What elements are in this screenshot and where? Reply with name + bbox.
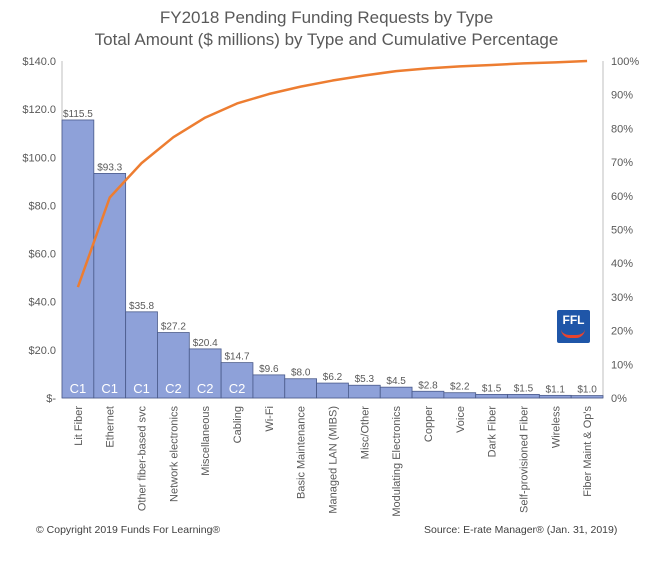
- y2-tick-label: 40%: [611, 258, 633, 270]
- bar-value-label: $14.7: [225, 352, 250, 363]
- bar: [443, 392, 477, 399]
- cumulative-percentage-line: [76, 59, 588, 288]
- bar: [125, 311, 158, 399]
- logo-text: FFL: [562, 313, 585, 327]
- logo-arrow-icon: [561, 329, 585, 338]
- bar: [348, 384, 381, 399]
- bar-tag-label: C1: [133, 381, 150, 396]
- x-tick-label: Other fiber-based svc: [137, 406, 149, 512]
- bar-value-label: $20.4: [193, 338, 218, 349]
- y-tick-label: $140.0: [22, 56, 56, 68]
- y-tick-label: $-: [46, 393, 56, 405]
- x-tick-label: Ethernet: [105, 406, 117, 448]
- bar-value-label: $35.8: [129, 301, 154, 312]
- bar: [93, 173, 127, 399]
- x-tick-label: Fiber Maint & Op's: [582, 406, 594, 497]
- bar-tag-label: C2: [229, 381, 246, 396]
- x-tick-label: Wi-Fi: [264, 406, 276, 432]
- bar: [157, 332, 190, 399]
- x-tick-label: Cabling: [232, 406, 244, 443]
- bar-tag-label: C1: [101, 381, 118, 396]
- y-tick-label: $120.0: [22, 104, 56, 116]
- bar-value-label: $1.1: [546, 384, 566, 395]
- bar: [220, 362, 254, 399]
- y-tick-label: $80.0: [28, 200, 56, 212]
- y2-tick-label: 60%: [611, 191, 633, 203]
- x-tick-label: Misc/Other: [359, 406, 371, 460]
- y-tick-label: $100.0: [22, 152, 56, 164]
- x-tick-label: Modulating Electronics: [391, 406, 403, 517]
- source-footer: Source: E-rate Manager® (Jan. 31, 2019): [424, 524, 618, 536]
- bar-value-label: $5.3: [355, 374, 375, 385]
- y2-tick-label: 30%: [611, 292, 633, 304]
- bar-value-label: $115.5: [63, 109, 93, 120]
- y2-tick-label: 100%: [611, 56, 639, 68]
- x-tick-label: Managed LAN (MIBS): [328, 406, 340, 514]
- copyright-footer: © Copyright 2019 Funds For Learning®: [36, 524, 221, 536]
- bar: [411, 390, 445, 399]
- bar: [475, 393, 508, 399]
- bar-value-label: $2.8: [418, 380, 438, 391]
- bar-value-label: $8.0: [291, 368, 311, 379]
- bar-value-label: $1.5: [482, 383, 502, 394]
- x-tick-label: Miscellaneous: [200, 406, 212, 476]
- bar: [570, 395, 604, 399]
- x-tick-label: Network electronics: [168, 406, 180, 502]
- y2-tick-label: 10%: [611, 359, 633, 371]
- y-tick-label: $20.0: [28, 345, 56, 357]
- y2-tick-label: 0%: [611, 393, 627, 405]
- y2-tick-label: 50%: [611, 225, 633, 237]
- y2-tick-label: 70%: [611, 157, 633, 169]
- x-tick-label: Copper: [423, 406, 435, 442]
- chart-subtitle: Total Amount ($ millions) by Type and Cu…: [94, 30, 559, 49]
- bar: [379, 386, 413, 399]
- x-tick-label: Voice: [455, 406, 467, 433]
- x-tick-label: Basic Maintenance: [296, 406, 308, 499]
- bar-value-label: $93.3: [97, 162, 122, 173]
- bar-value-label: $1.5: [514, 383, 534, 394]
- y2-tick-label: 20%: [611, 326, 633, 338]
- bar-value-label: $1.0: [577, 385, 597, 396]
- bar-value-label: $6.2: [323, 372, 343, 383]
- bar: [284, 378, 317, 399]
- bar: [507, 393, 540, 399]
- chart-title: FY2018 Pending Funding Requests by Type: [159, 8, 494, 27]
- x-tick-label: Dark Fiber: [487, 406, 499, 458]
- y-tick-label: $40.0: [28, 297, 56, 309]
- y2-tick-label: 80%: [611, 123, 633, 135]
- ffl-logo: FFL: [557, 310, 590, 343]
- bar-tag-label: C2: [165, 381, 182, 396]
- x-tick-label: Wireless: [550, 406, 562, 449]
- bar-value-label: $2.2: [450, 382, 470, 393]
- bar: [252, 374, 286, 399]
- bar: [316, 382, 349, 399]
- bar-value-label: $9.6: [259, 364, 279, 375]
- pareto-chart: $- $20.0 $40.0 $60.0 $80.0 $100.0 $120.0 $140.0…: [22, 56, 639, 517]
- bar: [538, 394, 572, 399]
- x-tick-label: Self-provisioned Fiber: [518, 406, 530, 513]
- bar-tag-label: C1: [70, 381, 87, 396]
- bar-value-label: $4.5: [386, 376, 406, 387]
- x-tick-label: Lit Fiber: [73, 406, 85, 446]
- y2-tick-label: 90%: [611, 90, 633, 102]
- bar-value-label: $27.2: [161, 322, 186, 333]
- y-tick-label: $60.0: [28, 249, 56, 261]
- bar-tag-label: C2: [197, 381, 214, 396]
